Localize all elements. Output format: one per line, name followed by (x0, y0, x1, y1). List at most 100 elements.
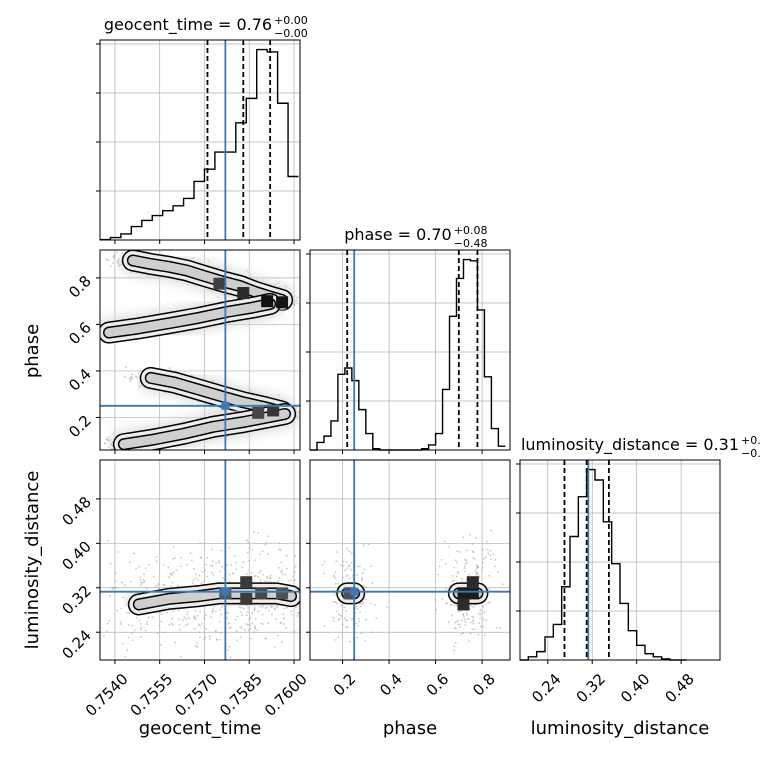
luminosity_distance-vs-phase-sample-point (482, 557, 485, 560)
phase-vs-geocent_time-sample-point (285, 285, 288, 288)
phase-marginal-title: phase = 0.70 (344, 225, 451, 244)
luminosity_distance-vs-phase-sample-point (457, 620, 460, 622)
luminosity_distance-marginal-bin (637, 645, 645, 660)
luminosity_distance-vs-geocent_time-sample-point (186, 613, 188, 615)
luminosity_distance-vs-geocent_time-sample-point (278, 577, 281, 580)
luminosity_distance-vs-phase-sample-point (481, 561, 484, 564)
luminosity_distance-vs-phase-sample-point (348, 640, 351, 643)
luminosity_distance-vs-geocent_time-sample-point (253, 609, 256, 612)
luminosity_distance-vs-phase-sample-point (359, 565, 361, 568)
luminosity_distance-vs-phase-sample-point (486, 540, 488, 543)
luminosity_distance-vs-geocent_time-sample-point (234, 618, 237, 621)
luminosity_distance-vs-phase-sample-point (454, 641, 457, 644)
luminosity_distance-vs-geocent_time-sample-point (220, 632, 223, 634)
luminosity_distance-vs-geocent_time-sample-point (144, 567, 147, 570)
luminosity_distance-vs-geocent_time-sample-point (227, 622, 230, 625)
luminosity_distance-vs-geocent_time-sample-point (249, 624, 252, 627)
luminosity_distance-vs-phase-sample-point (370, 602, 373, 605)
luminosity_distance-vs-geocent_time-sample-point (236, 615, 239, 618)
luminosity_distance-vs-geocent_time-sample-point (155, 555, 158, 558)
luminosity_distance-vs-geocent_time-sample-point (245, 539, 248, 542)
luminosity_distance-vs-geocent_time-sample-point (199, 636, 201, 639)
luminosity_distance-marginal-bin (537, 652, 545, 660)
luminosity_distance-vs-phase-sample-point (435, 608, 437, 611)
phase-vs-geocent_time-sample-point (138, 386, 141, 388)
luminosity_distance-vs-phase-sample-point (487, 552, 490, 555)
luminosity_distance-vs-geocent_time-sample-point (302, 559, 304, 561)
luminosity_distance-vs-geocent_time-truth-marker (221, 587, 230, 596)
luminosity_distance-vs-geocent_time-sample-point (225, 617, 228, 620)
luminosity_distance-vs-geocent_time-sample-point (250, 637, 253, 640)
panel-phase-vs-geocent_time: 0.2 0.4 0.6 0.8 (65, 249, 301, 454)
luminosity_distance-vs-geocent_time-sample-point (135, 616, 138, 619)
y-axis-label-luminosity-distance: luminosity_distance (22, 471, 43, 650)
phase-vs-geocent_time-sample-point (284, 284, 287, 287)
phase-vs-geocent_time-sample-point (107, 436, 110, 439)
luminosity_distance-vs-geocent_time-sample-point (246, 611, 249, 613)
luminosity_distance-vs-geocent_time-sample-point (235, 630, 238, 633)
luminosity_distance-vs-geocent_time-sample-point (219, 638, 222, 641)
luminosity_distance-vs-geocent_time-sample-point (253, 631, 256, 634)
geocent_time-marginal-bin (142, 220, 152, 240)
luminosity_distance-vs-geocent_time-sample-point (140, 581, 142, 584)
x-tick-label-luminosity_distance: 0.24 (528, 670, 564, 706)
luminosity_distance-vs-phase-sample-point (332, 620, 335, 622)
luminosity_distance-vs-phase-sample-point (494, 558, 497, 561)
luminosity_distance-vs-phase-sample-point (477, 633, 480, 636)
geocent_time-marginal-bin (194, 181, 204, 240)
luminosity_distance-vs-geocent_time-sample-point (262, 574, 264, 576)
luminosity_distance-vs-phase-sample-point (483, 611, 486, 614)
luminosity_distance-vs-phase-sample-point (336, 582, 339, 585)
luminosity_distance-vs-geocent_time-sample-point (253, 625, 256, 628)
luminosity_distance-vs-geocent_time-sample-point (126, 649, 129, 652)
luminosity_distance-vs-phase-sample-point (481, 567, 484, 569)
luminosity_distance-vs-phase-sample-point (464, 621, 467, 623)
luminosity_distance-vs-phase-density-cell (466, 576, 479, 589)
luminosity_distance-vs-geocent_time-sample-point (199, 610, 202, 613)
luminosity_distance-vs-geocent_time-sample-point (323, 633, 325, 635)
phase-vs-geocent_time-density-cell (276, 296, 289, 309)
luminosity_distance-vs-phase-sample-point (350, 552, 353, 555)
luminosity_distance-vs-phase-sample-point (361, 576, 364, 579)
x-tick-label-geocent_time: 0.7540 (82, 670, 132, 720)
luminosity_distance-vs-geocent_time-sample-point (198, 574, 201, 577)
luminosity_distance-vs-geocent_time-sample-point (251, 549, 254, 551)
luminosity_distance-vs-phase-sample-point (350, 562, 353, 564)
x-axis-label-geocent-time: geocent_time (139, 718, 262, 739)
luminosity_distance-vs-phase-sample-point (323, 572, 325, 575)
luminosity_distance-vs-geocent_time-sample-point (260, 622, 263, 625)
luminosity_distance-vs-geocent_time-sample-point (228, 546, 231, 549)
luminosity_distance-vs-geocent_time-sample-point (186, 563, 189, 566)
phase-marginal-bin (359, 410, 366, 450)
luminosity_distance-vs-geocent_time-sample-point (280, 570, 282, 573)
luminosity_distance-vs-geocent_time-sample-point (147, 616, 150, 619)
luminosity_distance-vs-geocent_time-sample-point (304, 610, 306, 612)
luminosity_distance-vs-geocent_time-sample-point (220, 549, 223, 552)
luminosity_distance-vs-geocent_time-sample-point (119, 623, 122, 626)
y-tick-label-luminosity_distance: 0.24 (58, 626, 94, 662)
luminosity_distance-vs-geocent_time-sample-point (210, 564, 212, 567)
phase-vs-geocent_time-sample-point (104, 442, 106, 445)
luminosity_distance-vs-geocent_time-sample-point (268, 609, 271, 612)
luminosity_distance-vs-geocent_time-sample-point (243, 607, 245, 610)
luminosity_distance-vs-geocent_time-sample-point (231, 572, 234, 574)
luminosity_distance-vs-phase-sample-point (472, 606, 475, 608)
luminosity_distance-vs-geocent_time-sample-point (151, 616, 154, 618)
luminosity_distance-vs-geocent_time-sample-point (346, 622, 348, 624)
luminosity_distance-vs-geocent_time-sample-point (156, 632, 159, 634)
luminosity_distance-vs-phase-sample-point (356, 608, 359, 611)
luminosity_distance-vs-phase-sample-point (462, 536, 465, 539)
luminosity_distance-vs-geocent_time-sample-point (202, 580, 205, 583)
luminosity_distance-vs-geocent_time-sample-point (262, 623, 265, 625)
luminosity_distance-vs-geocent_time-sample-point (287, 580, 290, 582)
luminosity_distance-vs-phase-sample-point (473, 558, 476, 560)
geocent_time-marginal-bin (257, 50, 267, 240)
luminosity_distance-vs-geocent_time-sample-point (264, 543, 267, 546)
luminosity_distance-vs-phase-sample-point (472, 551, 475, 554)
luminosity_distance-vs-phase-sample-point (386, 606, 389, 609)
luminosity_distance-vs-geocent_time-sample-point (206, 575, 208, 578)
luminosity_distance-vs-phase-sample-point (346, 567, 349, 569)
luminosity_distance-vs-geocent_time-sample-point (294, 555, 297, 558)
luminosity_distance-vs-phase-sample-point (339, 564, 342, 566)
luminosity_distance-vs-geocent_time-sample-point (115, 586, 118, 589)
